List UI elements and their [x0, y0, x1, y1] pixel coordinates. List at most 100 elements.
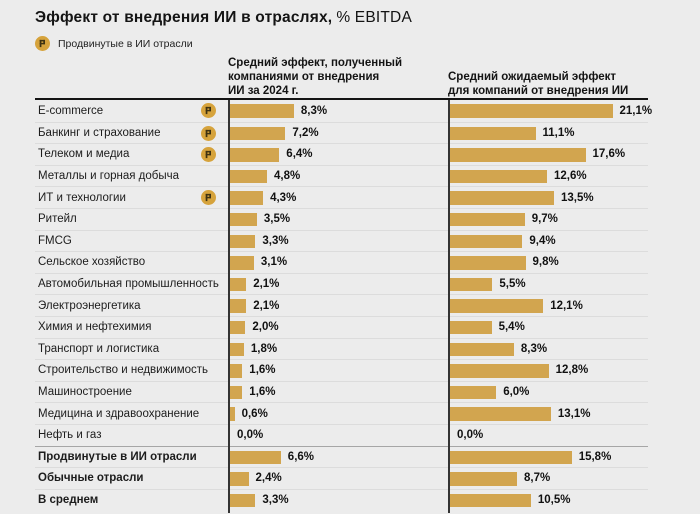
bar-value-expected: 15,8%: [578, 450, 612, 463]
ai-advanced-badge-icon: [201, 103, 216, 118]
industry-label: Обычные отрасли: [38, 472, 144, 485]
bar-value-expected: 17,6%: [592, 148, 626, 161]
bar-value-expected: 13,1%: [557, 407, 591, 420]
bar-expected: [450, 104, 613, 118]
industry-label: Автомобильная промышленность: [38, 278, 219, 291]
axis-line-got: [228, 100, 230, 513]
industry-label: Продвинутые в ИИ отрасли: [38, 450, 197, 463]
bar-value-expected: 11,1%: [542, 126, 575, 139]
bar-got: [230, 169, 267, 184]
industry-label: Машиностроение: [38, 386, 132, 399]
bar-value-expected: 0,0%: [457, 429, 484, 442]
bar-got: [230, 104, 294, 118]
bar-got: [230, 148, 280, 162]
bar-value-expected: 5,5%: [499, 278, 526, 291]
bar-value-got: 0,6%: [241, 407, 268, 420]
industry-label: В среднем: [38, 493, 99, 506]
table-row: ИТ и технологии 4,3% 13,5%: [35, 186, 648, 208]
ai-advanced-badge-icon: [35, 36, 50, 51]
bar-got: [230, 364, 243, 378]
bar-value-got: 7,2%: [292, 126, 319, 139]
bar-value-got: 2,4%: [255, 472, 282, 485]
axis-line-expected: [448, 100, 450, 513]
bar-got: [230, 450, 281, 464]
bar-expected: [450, 277, 493, 292]
bar-value-expected: 12,8%: [555, 364, 589, 377]
bar-expected: [450, 364, 549, 378]
bar-expected: [450, 212, 525, 227]
bar-expected: [450, 169, 547, 184]
bar-expected: [450, 493, 531, 508]
bar-value-expected: 9,8%: [532, 256, 559, 269]
bar-got: [230, 234, 256, 249]
bar-value-expected: 10,5%: [537, 493, 571, 506]
page-title: Эффект от внедрения ИИ в отраслях,% EBIT…: [35, 9, 412, 27]
bar-got: [230, 342, 244, 357]
ai-advanced-badge-icon: [201, 190, 216, 206]
bar-value-got: 2,1%: [253, 299, 280, 312]
industry-label: FMCG: [38, 234, 72, 247]
bar-value-expected: 8,3%: [520, 342, 548, 355]
table-row: E-commerce 8,3% 21,1%: [35, 100, 652, 122]
bar-value-got: 6,6%: [287, 450, 315, 463]
bar-expected: [450, 126, 536, 141]
table-row: Сельское хозяйство 3,1% 9,8%: [35, 251, 648, 273]
industry-label: Химия и нефтехимия: [38, 321, 152, 334]
ai-advanced-badge-icon: [201, 147, 216, 163]
industry-label: ИТ и технологии: [38, 191, 126, 204]
industry-label: Телеком и медиа: [38, 148, 130, 161]
legend-label: Продвинутые в ИИ отрасли: [58, 37, 193, 50]
bar-value-expected: 12,1%: [550, 299, 583, 312]
industry-label: Металлы и горная добыча: [38, 170, 180, 183]
table-row: Продвинутые в ИИ отрасли 6,6% 15,8%: [35, 445, 648, 468]
bar-expected: [450, 385, 497, 400]
title-main: Эффект от внедрения ИИ в отраслях,: [35, 9, 333, 26]
bar-got: [230, 493, 256, 508]
title-suffix: % EBITDA: [336, 9, 412, 26]
bar-value-got: 2,0%: [252, 321, 279, 334]
bar-got: [230, 126, 286, 141]
industry-label: E-commerce: [38, 104, 104, 117]
table-row: Телеком и медиа 6,4% 17,6%: [35, 143, 648, 165]
bar-value-got: 3,3%: [262, 234, 289, 247]
bar-got: [230, 472, 249, 486]
bar-value-got: 3,3%: [262, 493, 289, 506]
industry-label: Банкинг и страхование: [38, 126, 161, 139]
bar-value-expected: 9,4%: [529, 234, 556, 247]
bar-value-got: 1,8%: [250, 342, 278, 355]
bar-value-got: 6,4%: [286, 148, 313, 161]
bar-value-got: 0,0%: [237, 429, 264, 442]
bar-value-expected: 5,4%: [498, 321, 525, 334]
bar-got: [230, 256, 254, 270]
table-row: Химия и нефтехимия 2,0% 5,4%: [35, 315, 648, 338]
bar-expected: [450, 148, 586, 162]
table-row: FMCG 3,3% 9,4%: [35, 229, 648, 252]
bar-value-expected: 21,1%: [619, 104, 653, 117]
bar-got: [230, 277, 247, 292]
bar-expected: [450, 299, 544, 313]
industry-label: Медицина и здравоохранение: [38, 407, 200, 420]
table-row: Ритейл 3,5% 9,7%: [35, 207, 648, 230]
table-row: Банкинг и страхование 7,2% 11,1%: [35, 121, 648, 144]
column-header-expected: Средний ожидаемый эффект для компаний от…: [448, 71, 629, 97]
bar-expected: [450, 234, 523, 249]
industry-label: Транспорт и логистика: [38, 342, 160, 355]
ai-advanced-badge-icon: [201, 125, 216, 141]
bar-table: E-commerce 8,3% 21,1% Банкинг и страхование…: [35, 98, 652, 513]
table-row: Транспорт и логистика 1,8% 8,3%: [35, 337, 648, 360]
industry-label: Сельское хозяйство: [38, 256, 146, 269]
bar-value-expected: 13,5%: [561, 191, 594, 204]
table-rows: E-commerce 8,3% 21,1% Банкинг и страхование…: [35, 100, 652, 510]
table-row: Строительство и недвижимость 1,6% 12,8%: [35, 359, 648, 381]
bar-expected: [450, 407, 551, 421]
bar-expected: [450, 191, 554, 205]
bar-expected: [450, 342, 514, 357]
bar-value-got: 4,3%: [270, 191, 297, 204]
bar-got: [230, 385, 243, 400]
bar-got: [230, 407, 235, 421]
bar-expected: [450, 256, 526, 270]
bar-expected: [450, 320, 492, 335]
table-row: Медицина и здравоохранение 0,6% 13,1%: [35, 402, 648, 424]
bar-got: [230, 191, 264, 205]
industry-label: Электроэнергетика: [38, 299, 141, 312]
